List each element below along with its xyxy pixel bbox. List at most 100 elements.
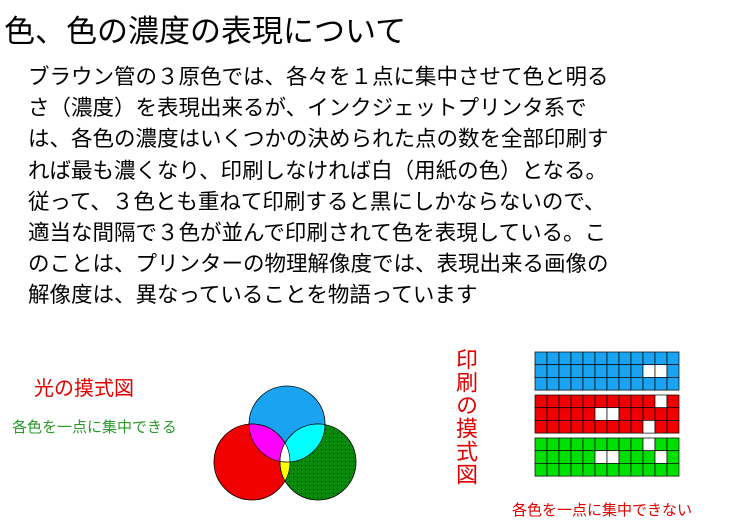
grid-cell bbox=[618, 463, 632, 477]
grid-cell bbox=[606, 463, 620, 477]
light-title: 光の摸式図 bbox=[34, 376, 134, 400]
grid-cell bbox=[630, 351, 644, 366]
grid-cell bbox=[582, 463, 596, 477]
venn bbox=[213, 385, 357, 501]
grid-cell bbox=[642, 463, 656, 477]
grid-cell bbox=[630, 420, 644, 434]
grid-cell bbox=[546, 463, 560, 477]
grid-cell bbox=[594, 420, 608, 434]
grid-cell bbox=[654, 394, 668, 409]
grid-cell bbox=[546, 407, 560, 421]
grid-cell bbox=[630, 407, 644, 421]
grid-cell bbox=[618, 351, 632, 366]
grid-cell bbox=[570, 394, 584, 409]
light-note: 各色を一点に集中できる bbox=[12, 418, 177, 436]
grid-cell bbox=[558, 420, 572, 434]
body-text: ブラウン管の３原色では、各々を１点に集中させて色と明る さ（濃度）を表現出来るが、… bbox=[28, 62, 609, 312]
grid-cell bbox=[642, 420, 656, 434]
title: 色、色の濃度の表現について bbox=[4, 14, 407, 50]
grid-cell bbox=[582, 351, 596, 366]
body-line: 従って、３色とも重ねて印刷すると黒にしかならないので、 bbox=[28, 189, 606, 215]
grid-cell bbox=[594, 377, 608, 391]
grid-cell bbox=[654, 407, 668, 421]
grid-cell bbox=[582, 407, 596, 421]
grid-cell bbox=[606, 364, 620, 378]
grid-cell bbox=[582, 364, 596, 378]
grid-cell bbox=[570, 351, 584, 366]
grid-cell bbox=[546, 420, 560, 434]
grid-cell bbox=[594, 351, 608, 366]
grid-cell bbox=[546, 351, 560, 366]
grid-cell bbox=[546, 394, 560, 409]
grid-cell bbox=[558, 364, 572, 378]
grid-cell bbox=[546, 364, 560, 378]
grid-cell bbox=[558, 437, 572, 452]
grid-cell bbox=[642, 394, 656, 409]
grid-cell bbox=[630, 450, 644, 464]
grid-cell bbox=[534, 463, 548, 477]
grid-cell bbox=[642, 364, 656, 378]
body-line: 適当な間隔で３色が並んで印刷されて色を表現している。こ bbox=[28, 221, 607, 247]
grid-cell bbox=[642, 377, 656, 391]
grid-cell bbox=[654, 463, 668, 477]
grid-cell bbox=[618, 437, 632, 452]
print-title: 印刷の摸式図 bbox=[452, 348, 477, 486]
grid-cell bbox=[666, 394, 680, 409]
grid-cell bbox=[558, 377, 572, 391]
grid-cell bbox=[666, 351, 680, 366]
grid-cell bbox=[534, 377, 548, 391]
grid-cell bbox=[654, 377, 668, 391]
body-line: ブラウン管の３原色では、各々を１点に集中させて色と明る bbox=[28, 65, 609, 90]
grid-cell bbox=[558, 450, 572, 464]
grid-cell bbox=[666, 377, 680, 391]
grid-cell bbox=[570, 437, 584, 452]
grid-cell bbox=[618, 394, 632, 409]
grid-cell bbox=[654, 437, 668, 452]
grid-cell bbox=[558, 351, 572, 366]
grid-cell bbox=[618, 364, 632, 378]
grid-cell bbox=[630, 377, 644, 391]
grid-cell bbox=[594, 407, 608, 421]
grid-cell bbox=[594, 450, 608, 464]
grid-cell bbox=[666, 420, 680, 434]
grid-cell bbox=[534, 407, 548, 421]
grid-cell bbox=[594, 364, 608, 378]
grid-cell bbox=[606, 394, 620, 409]
grid-cell bbox=[570, 364, 584, 378]
grid-cell bbox=[594, 463, 608, 477]
grid-cell bbox=[570, 420, 584, 434]
grid-cell bbox=[546, 450, 560, 464]
grid-cell bbox=[558, 407, 572, 421]
grid-cell bbox=[606, 351, 620, 366]
grid-cell bbox=[642, 407, 656, 421]
grid-cell bbox=[570, 377, 584, 391]
grid-cell bbox=[546, 437, 560, 452]
grid-cell bbox=[618, 407, 632, 421]
grid-cell bbox=[654, 450, 668, 464]
grid-cell bbox=[630, 437, 644, 452]
grid-cell bbox=[582, 420, 596, 434]
dot-grids bbox=[534, 351, 680, 477]
grid-cell bbox=[666, 407, 680, 421]
grid-cell bbox=[606, 420, 620, 434]
grid-cell bbox=[642, 437, 656, 452]
grid-cell bbox=[534, 450, 548, 464]
grid-cell bbox=[582, 450, 596, 464]
grid-cell bbox=[618, 420, 632, 434]
body-line: 解像度は、異なっていることを物語っています bbox=[28, 283, 478, 309]
grid-cell bbox=[618, 450, 632, 464]
grid-cell bbox=[666, 450, 680, 464]
print-note: 各色を一点に集中できない bbox=[512, 501, 693, 519]
grid-cell bbox=[642, 351, 656, 366]
grid-cell bbox=[570, 463, 584, 477]
grid-cell bbox=[630, 463, 644, 477]
grid-cell bbox=[534, 437, 548, 452]
grid-cell bbox=[594, 394, 608, 409]
grid-cell bbox=[606, 437, 620, 452]
grid-cell bbox=[534, 394, 548, 409]
grid-cell bbox=[666, 463, 680, 477]
grid-cell bbox=[654, 364, 668, 378]
body-line: は、各色の濃度はいくつかの決められた点の数を全部印刷す bbox=[28, 127, 609, 153]
